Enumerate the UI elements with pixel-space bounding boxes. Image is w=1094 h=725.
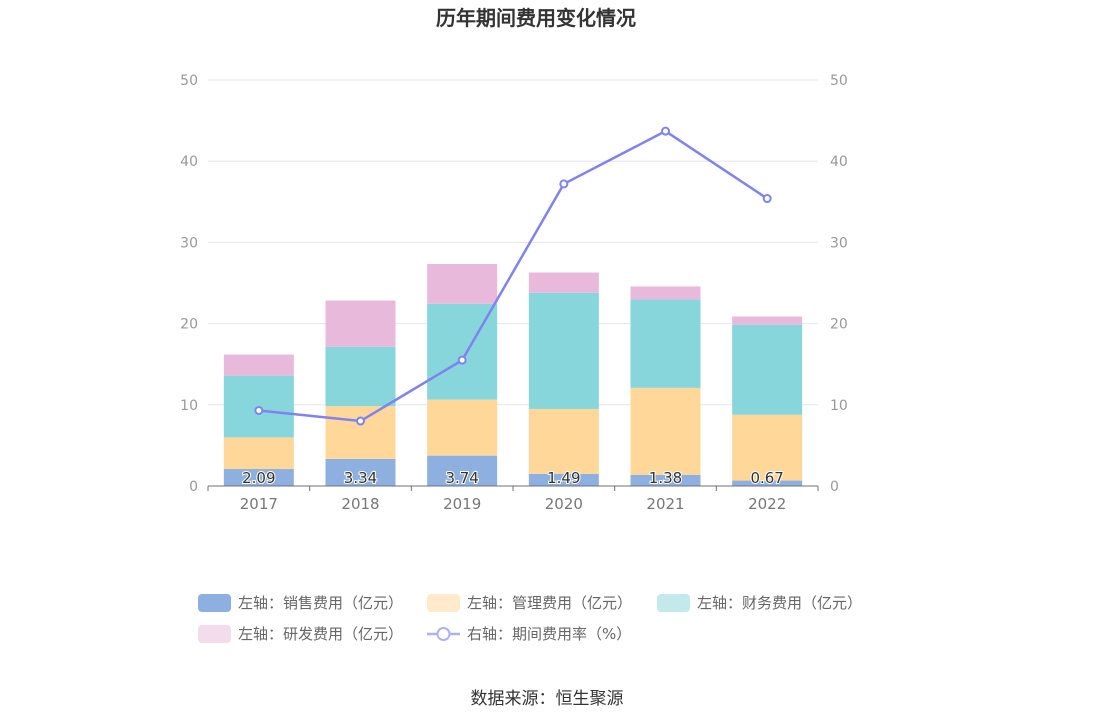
bar-segment — [528, 408, 599, 474]
bar-segment — [528, 292, 599, 409]
source-label: 数据来源：恒生聚源 — [471, 689, 624, 709]
bar-segment — [427, 455, 498, 486]
legend-line-marker — [436, 627, 451, 641]
x-axis — [207, 485, 819, 491]
bar-segment — [325, 406, 396, 459]
legend-swatch — [198, 625, 231, 643]
legend-item: 左轴：财务费用（亿元） — [657, 594, 862, 612]
x-tick-labels: 2017 2018 2019 2020 2021 2022 — [240, 495, 787, 513]
bar-segment — [630, 286, 701, 300]
bar-segment — [732, 324, 803, 415]
grid-lines — [208, 79, 818, 406]
chart-title: 历年期间费用变化情况 — [436, 6, 636, 30]
bar-segment — [325, 300, 396, 347]
x-tick-label: 2017 — [240, 495, 278, 513]
rate-point — [661, 126, 670, 136]
legend: 左轴：销售费用（亿元） 左轴：管理费用（亿元） 左轴：财务费用（亿元） 左轴：研发费用… — [198, 594, 862, 643]
rate-point — [356, 416, 365, 426]
rate-point — [254, 405, 264, 415]
y-tick-label-left: 40 — [180, 154, 198, 170]
bar-segment — [528, 272, 599, 293]
bar-value-label: 2.09 — [242, 469, 275, 487]
y-tick-label-left: 50 — [180, 73, 198, 89]
legend-item: 左轴：销售费用（亿元） — [198, 594, 403, 612]
bar-segment — [732, 316, 803, 325]
bar-segment — [223, 354, 294, 376]
y-tick-label-right: 50 — [830, 73, 848, 89]
bar-segment — [427, 399, 498, 456]
y-tick-label-right: 10 — [830, 398, 848, 414]
y-tick-label-left: 30 — [180, 235, 198, 251]
legend-label: 右轴：期间费用率（%） — [467, 625, 631, 643]
legend-item: 左轴：管理费用（亿元） — [427, 594, 632, 612]
bar-segment — [732, 414, 803, 481]
data-labels: 2.09 3.34 3.74 1.49 1.38 0.67 — [241, 468, 785, 488]
legend-swatch — [427, 594, 460, 612]
y-tick-label-left: 0 — [189, 479, 198, 495]
y-tick-label-right: 0 — [830, 479, 839, 495]
x-tick-label: 2019 — [443, 495, 481, 513]
bar-segment — [630, 299, 701, 388]
y-tick-label-right: 40 — [830, 154, 848, 170]
bar-segment — [325, 458, 396, 486]
legend-item: 右轴：期间费用率（%） — [427, 625, 631, 643]
bar-segment — [630, 387, 701, 475]
legend-label: 左轴：研发费用（亿元） — [238, 625, 403, 643]
legend-label: 左轴：财务费用（亿元） — [697, 594, 862, 612]
bar-value-label: 3.74 — [445, 469, 478, 487]
x-tick-label: 2021 — [646, 495, 684, 513]
bar-segment — [528, 473, 599, 486]
y-axis-left: 0 10 20 30 40 50 — [180, 73, 198, 495]
y-axis-right: 0 10 20 30 40 50 — [830, 73, 848, 495]
bar-segment — [732, 480, 803, 486]
bar-value-label: 3.34 — [344, 469, 377, 487]
y-tick-label-right: 20 — [830, 317, 848, 333]
bar-value-label: 1.49 — [547, 469, 580, 487]
x-tick-label: 2020 — [545, 495, 583, 513]
rate-line-path — [258, 129, 768, 423]
bar-value-label: 1.38 — [649, 469, 682, 487]
legend-swatch — [657, 594, 690, 612]
y-tick-label-right: 30 — [830, 235, 848, 251]
x-tick-label: 2022 — [748, 495, 786, 513]
bar-segment — [630, 474, 701, 486]
y-tick-label-left: 20 — [180, 317, 198, 333]
bar-segment — [223, 437, 294, 470]
bars — [223, 263, 803, 486]
bar-value-label: 0.67 — [750, 469, 783, 487]
x-tick-label: 2018 — [341, 495, 379, 513]
bar-segment — [223, 469, 294, 486]
legend-swatch — [198, 594, 231, 612]
bar-segment — [427, 263, 498, 304]
rate-line — [254, 126, 772, 426]
legend-label: 左轴：管理费用（亿元） — [467, 594, 632, 612]
legend-item: 左轴：研发费用（亿元） — [198, 625, 403, 643]
rate-point — [457, 355, 467, 365]
y-tick-label-left: 10 — [180, 398, 198, 414]
rate-point — [559, 179, 569, 189]
legend-label: 左轴：销售费用（亿元） — [238, 594, 403, 612]
bar-segment — [325, 346, 396, 407]
rate-point — [762, 194, 772, 204]
